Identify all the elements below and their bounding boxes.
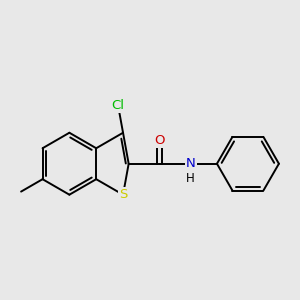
Text: Cl: Cl <box>112 99 124 112</box>
Text: N: N <box>186 157 196 170</box>
Text: S: S <box>119 188 127 201</box>
Text: O: O <box>154 134 165 147</box>
Text: H: H <box>186 172 195 185</box>
